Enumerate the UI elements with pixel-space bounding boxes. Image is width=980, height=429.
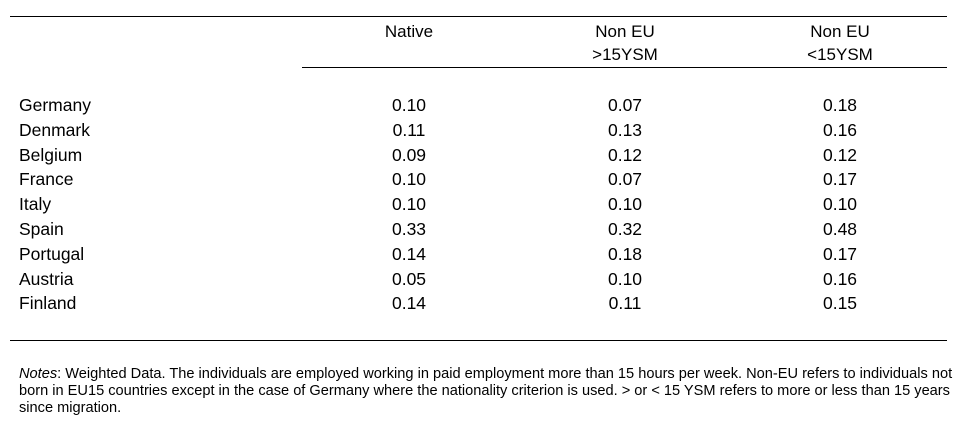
native-value-cell: 0.05 <box>391 268 427 289</box>
header-underline-rule <box>302 67 947 68</box>
column-header-line2: >15YSM <box>592 45 658 64</box>
column-header-native: Native <box>339 20 479 43</box>
non-eu-over-15ysm-value-cell: 0.07 <box>607 95 643 115</box>
non-eu-under-15ysm-value-cell: 0.10 <box>822 194 858 215</box>
non-eu-over-15ysm-value-cell: 0.07 <box>607 169 643 190</box>
native-value-cell: 0.14 <box>391 293 427 314</box>
non-eu-under-15ysm-value-cell: 0.17 <box>822 243 858 264</box>
country-cell: Germany <box>19 95 91 115</box>
column-header-line1: Non EU <box>810 22 870 41</box>
country-cell: Belgium <box>19 144 83 165</box>
non-eu-under-15ysm-value-cell: 0.15 <box>822 293 858 314</box>
table-row: Portugal 0.14 0.18 0.17 <box>0 242 980 267</box>
native-value-cell: 0.14 <box>391 243 427 264</box>
column-header-non-eu-under-15ysm: Non EU <15YSM <box>770 20 910 66</box>
notes-label: Notes <box>19 366 58 382</box>
native-value-cell: 0.10 <box>391 95 427 115</box>
non-eu-over-15ysm-value-cell: 0.13 <box>607 119 643 140</box>
table-row: Finland 0.14 0.11 0.15 <box>0 291 980 316</box>
non-eu-over-15ysm-value-cell: 0.11 <box>608 293 642 314</box>
table-row: Italy 0.10 0.10 0.10 <box>0 192 980 217</box>
table-top-rule <box>10 16 947 17</box>
non-eu-under-15ysm-value-cell: 0.48 <box>822 218 858 239</box>
non-eu-over-15ysm-value-cell: 0.18 <box>607 243 643 264</box>
non-eu-over-15ysm-value-cell: 0.12 <box>607 144 643 165</box>
non-eu-under-15ysm-value-cell: 0.18 <box>822 95 858 115</box>
table-row: Belgium 0.09 0.12 0.12 <box>0 143 980 168</box>
column-header-native-label: Native <box>384 22 434 41</box>
column-header-line2: <15YSM <box>807 45 873 64</box>
country-cell: Finland <box>19 293 77 314</box>
table-body: Germany 0.10 0.07 0.18 Denmark 0.11 0.13… <box>0 93 980 316</box>
country-cell: Spain <box>19 218 64 239</box>
notes-text: : Weighted Data. The individuals are emp… <box>19 366 953 417</box>
native-value-cell: 0.10 <box>391 169 427 190</box>
native-value-cell: 0.33 <box>391 218 427 239</box>
non-eu-under-15ysm-value-cell: 0.16 <box>822 268 858 289</box>
column-header-non-eu-over-15ysm: Non EU >15YSM <box>555 20 695 66</box>
non-eu-over-15ysm-value-cell: 0.32 <box>607 218 643 239</box>
table-row: Spain 0.33 0.32 0.48 <box>0 217 980 242</box>
country-cell: France <box>19 169 74 190</box>
non-eu-over-15ysm-value-cell: 0.10 <box>607 194 643 215</box>
non-eu-under-15ysm-value-cell: 0.12 <box>822 144 858 165</box>
table-row: Germany 0.10 0.07 0.18 <box>0 93 980 118</box>
table-notes: Notes: Weighted Data. The individuals ar… <box>19 366 964 418</box>
table-bottom-rule <box>10 340 947 341</box>
country-cell: Italy <box>19 194 52 215</box>
column-header-line1: Non EU <box>595 22 655 41</box>
non-eu-over-15ysm-value-cell: 0.10 <box>607 268 643 289</box>
native-value-cell: 0.11 <box>392 119 426 140</box>
non-eu-under-15ysm-value-cell: 0.16 <box>822 119 858 140</box>
native-value-cell: 0.10 <box>391 194 427 215</box>
non-eu-under-15ysm-value-cell: 0.17 <box>822 169 858 190</box>
table-row: Austria 0.05 0.10 0.16 <box>0 267 980 292</box>
table-row: France 0.10 0.07 0.17 <box>0 167 980 192</box>
country-cell: Denmark <box>19 119 90 140</box>
country-cell: Austria <box>19 268 74 289</box>
native-value-cell: 0.09 <box>391 144 427 165</box>
country-cell: Portugal <box>19 243 85 264</box>
table-row: Denmark 0.11 0.13 0.16 <box>0 118 980 143</box>
